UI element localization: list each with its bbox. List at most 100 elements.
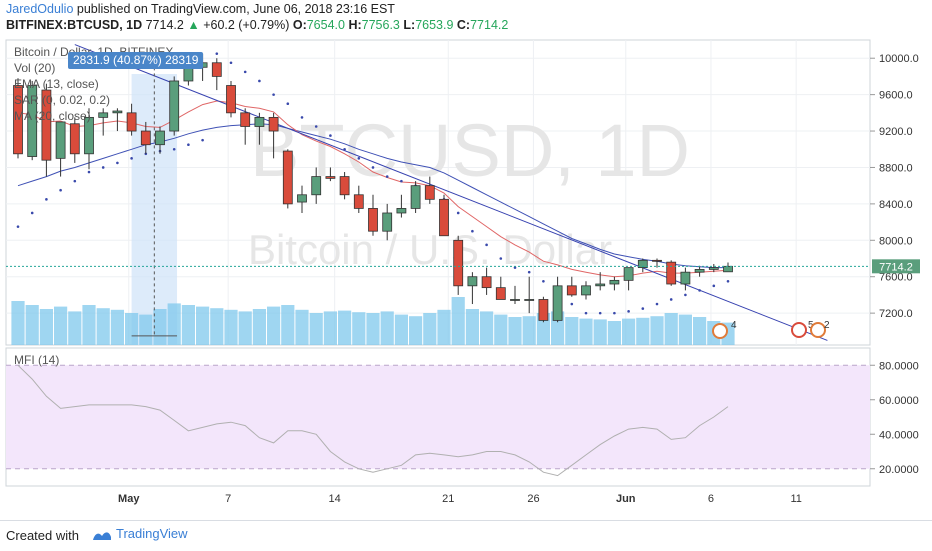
price-chart[interactable]: BTCUSD, 1D Bitcoin / U.S. Dollar 10000.0… bbox=[0, 36, 932, 520]
mfi-tick-label: 20.0000 bbox=[879, 464, 919, 476]
legend-ma: MA (20, close) bbox=[14, 109, 91, 123]
sar-dot bbox=[485, 243, 488, 247]
price-tick-label: 9200.0 bbox=[879, 126, 913, 138]
volume-bar bbox=[139, 314, 153, 345]
sar-dot bbox=[30, 211, 34, 215]
volume-bar bbox=[650, 316, 664, 345]
volume-bar bbox=[678, 314, 692, 345]
candle-body bbox=[211, 62, 222, 77]
watermark-name: Bitcoin / U.S. Dollar bbox=[248, 226, 612, 273]
time-tick-label: 14 bbox=[329, 493, 341, 505]
sar-dot bbox=[272, 93, 275, 96]
time-tick-label: 21 bbox=[442, 493, 454, 505]
tradingview-logo-icon bbox=[93, 531, 111, 540]
candle-body bbox=[723, 265, 733, 273]
close-value: 7714.2 bbox=[470, 18, 509, 32]
volume-bar bbox=[309, 313, 323, 345]
event-count: 4 bbox=[731, 320, 737, 331]
candle-body bbox=[27, 85, 38, 157]
symbol-label: BITFINEX:BTCUSD, 1D bbox=[6, 18, 143, 32]
sar-dot bbox=[59, 188, 62, 192]
volume-bar bbox=[323, 311, 337, 345]
close-label: C: bbox=[456, 18, 471, 32]
candle-body bbox=[396, 208, 407, 214]
sar-dot bbox=[400, 179, 403, 183]
high-value: 7756.3 bbox=[361, 18, 400, 32]
candle-body bbox=[481, 276, 492, 289]
volume-bar bbox=[394, 314, 408, 345]
volume-bar bbox=[423, 313, 437, 345]
candle-body bbox=[112, 110, 123, 114]
price-badge: 7714.2 bbox=[872, 259, 920, 274]
volume-bar bbox=[622, 318, 636, 345]
candle-body bbox=[140, 130, 151, 146]
price-change: +60.2 (+0.79%) bbox=[203, 18, 290, 32]
price-tick-label: 10000.0 bbox=[879, 53, 919, 65]
sar-dot bbox=[570, 302, 574, 306]
sar-dot bbox=[187, 143, 190, 147]
candle-body bbox=[524, 299, 535, 301]
volume-bar bbox=[664, 313, 678, 345]
volume-bar bbox=[252, 309, 266, 345]
volume-bar bbox=[366, 313, 380, 345]
trendline[interactable] bbox=[74, 44, 828, 341]
sar-dot bbox=[726, 279, 730, 283]
volume-bar bbox=[536, 313, 550, 345]
publication-line: JaredOdulio published on TradingView.com… bbox=[6, 2, 395, 16]
sar-dot bbox=[300, 116, 304, 119]
candle-body bbox=[169, 80, 180, 132]
sar-dot bbox=[314, 125, 318, 128]
event-flag-icon bbox=[810, 322, 826, 338]
created-with-label: Created with bbox=[6, 528, 79, 543]
candle-body bbox=[708, 267, 719, 270]
event-badge-2[interactable]: 5 bbox=[791, 320, 814, 338]
sar-dot bbox=[258, 79, 261, 83]
volume-bar bbox=[693, 317, 707, 345]
volume-bar bbox=[181, 305, 195, 345]
event-badge-3[interactable]: 2 bbox=[810, 320, 830, 338]
volume-bar bbox=[579, 318, 593, 345]
candle-body bbox=[282, 150, 293, 205]
candle-body bbox=[13, 85, 23, 155]
volume-bar bbox=[409, 316, 423, 345]
sar-dot bbox=[613, 311, 616, 315]
volume-bar bbox=[508, 317, 522, 345]
sar-dot bbox=[229, 61, 233, 65]
volume-bar bbox=[68, 311, 82, 345]
time-tick-label: 7 bbox=[225, 493, 231, 505]
volume-bar bbox=[494, 314, 508, 345]
event-badge-1[interactable]: 4 bbox=[712, 320, 737, 339]
mfi-axis[interactable]: 80.0000 60.0000 40.0000 20.0000 bbox=[870, 360, 919, 476]
sar-dot bbox=[116, 161, 119, 165]
candle-body bbox=[467, 276, 478, 287]
ticker-line: BITFINEX:BTCUSD, 1D 7714.2 ▲ +60.2 (+0.7… bbox=[6, 18, 508, 32]
candle-body bbox=[325, 176, 336, 179]
price-tick-label: 8800.0 bbox=[879, 162, 913, 174]
tradingview-link[interactable]: TradingView bbox=[92, 526, 188, 541]
price-axis[interactable]: 10000.0 9600.0 9200.0 8800.0 8400.0 8000.0 760… bbox=[870, 53, 919, 320]
sar-dot bbox=[655, 302, 659, 306]
volume-bar bbox=[11, 301, 25, 345]
volume-bar bbox=[238, 311, 252, 345]
mfi-line bbox=[17, 364, 729, 477]
time-axis[interactable]: May 7 14 21 26 Jun 6 11 bbox=[118, 493, 802, 505]
sar-dot bbox=[641, 307, 645, 310]
volume-bar bbox=[437, 309, 451, 345]
author-link[interactable]: JaredOdulio bbox=[6, 2, 74, 16]
watermark-symbol: BTCUSD, 1D bbox=[250, 109, 690, 192]
sar-dot bbox=[385, 175, 389, 178]
candle-body bbox=[453, 239, 464, 287]
ma-20-line bbox=[17, 123, 728, 269]
legend-ema: EMA (13, close) bbox=[14, 77, 99, 91]
published-text: published on TradingView.com, June 06, 2… bbox=[76, 2, 395, 16]
time-tick-label: May bbox=[118, 493, 140, 505]
sar-dot bbox=[172, 147, 176, 151]
volume-bar bbox=[196, 306, 210, 345]
price-tick-label: 7200.0 bbox=[879, 308, 913, 320]
candle-body bbox=[652, 259, 662, 262]
volume-bar bbox=[338, 310, 352, 345]
up-arrow-icon: ▲ bbox=[187, 18, 200, 32]
sar-dot bbox=[45, 198, 48, 201]
volume-bar bbox=[25, 305, 39, 345]
candle-body bbox=[637, 259, 648, 269]
